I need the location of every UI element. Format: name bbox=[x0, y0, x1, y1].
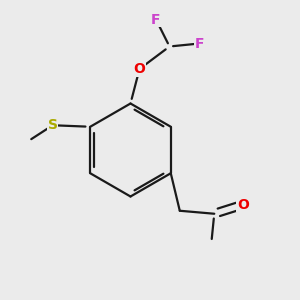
Text: F: F bbox=[195, 37, 204, 50]
Text: O: O bbox=[237, 198, 249, 212]
Text: S: S bbox=[48, 118, 58, 132]
Text: F: F bbox=[151, 13, 161, 26]
Text: O: O bbox=[134, 62, 146, 76]
